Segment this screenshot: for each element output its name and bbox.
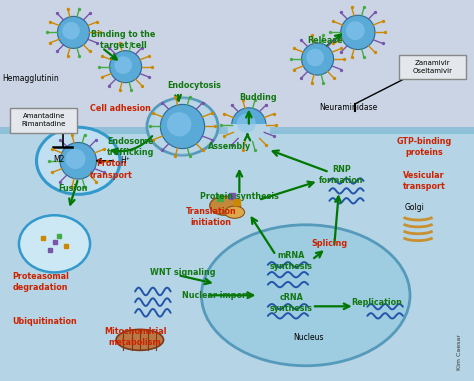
Ellipse shape	[201, 225, 410, 366]
Text: Binding to the
target cell: Binding to the target cell	[91, 30, 155, 50]
Bar	[0, 0, 474, 131]
Text: Ubiquitination: Ubiquitination	[13, 317, 77, 327]
Ellipse shape	[116, 329, 164, 351]
Ellipse shape	[160, 104, 205, 149]
Ellipse shape	[346, 21, 365, 40]
Text: Cell adhesion: Cell adhesion	[91, 104, 151, 113]
Text: Amantadine
Rimantadine: Amantadine Rimantadine	[22, 114, 66, 127]
Circle shape	[36, 127, 120, 194]
Ellipse shape	[105, 46, 146, 88]
Text: WNT signaling: WNT signaling	[150, 268, 215, 277]
Ellipse shape	[336, 10, 380, 54]
Ellipse shape	[154, 98, 211, 155]
Text: cRNA
synthesis: cRNA synthesis	[270, 293, 313, 313]
Ellipse shape	[114, 56, 132, 74]
Text: Vesicular
transport: Vesicular transport	[403, 171, 446, 191]
Ellipse shape	[237, 114, 255, 133]
Text: RNP
formation: RNP formation	[319, 165, 364, 185]
Text: Endocytosis: Endocytosis	[167, 81, 221, 90]
Ellipse shape	[53, 11, 94, 53]
Bar	[228, 124, 270, 147]
Text: M2: M2	[54, 155, 65, 164]
Text: Budding: Budding	[239, 93, 277, 102]
FancyBboxPatch shape	[399, 55, 466, 79]
Text: Assembly: Assembly	[208, 142, 252, 151]
Text: H⁺: H⁺	[121, 156, 130, 165]
Text: GTP-binding
proteins: GTP-binding proteins	[397, 137, 452, 157]
Text: Nucleus: Nucleus	[293, 333, 323, 342]
Ellipse shape	[62, 22, 80, 40]
Text: Proteasomal
degradation: Proteasomal degradation	[12, 272, 69, 292]
Text: Fusion: Fusion	[59, 184, 88, 193]
Text: Hemagglutinin: Hemagglutinin	[2, 74, 59, 83]
Text: Kim Caesar: Kim Caesar	[457, 334, 462, 370]
Ellipse shape	[306, 49, 324, 66]
Text: Protein synthesis: Protein synthesis	[200, 192, 279, 201]
Text: Zanamivir
Oseltamivir: Zanamivir Oseltamivir	[412, 60, 453, 74]
Bar	[0, 131, 474, 381]
Text: Nuclear import: Nuclear import	[182, 291, 249, 300]
Text: Translation
initiation: Translation initiation	[185, 207, 237, 227]
Bar	[0, 127, 474, 134]
Ellipse shape	[65, 149, 85, 169]
FancyBboxPatch shape	[10, 108, 77, 133]
Ellipse shape	[57, 16, 90, 48]
Ellipse shape	[60, 142, 97, 179]
Text: Mitochondrial
metabolism: Mitochondrial metabolism	[104, 327, 166, 347]
Ellipse shape	[225, 206, 245, 218]
Ellipse shape	[210, 196, 240, 215]
Circle shape	[19, 215, 90, 272]
Text: Neuraminidase: Neuraminidase	[319, 103, 377, 112]
Ellipse shape	[297, 38, 338, 80]
Circle shape	[147, 98, 218, 155]
Text: mRNA
synthesis: mRNA synthesis	[270, 251, 313, 271]
Ellipse shape	[109, 51, 142, 83]
Ellipse shape	[341, 15, 375, 50]
Text: Golgi: Golgi	[405, 203, 425, 212]
Ellipse shape	[167, 112, 191, 136]
Ellipse shape	[301, 43, 334, 75]
Text: Replication: Replication	[351, 298, 402, 307]
Text: Release: Release	[307, 35, 343, 45]
Text: Endosome
trafficking: Endosome trafficking	[107, 137, 154, 157]
Ellipse shape	[232, 108, 266, 142]
Ellipse shape	[227, 102, 271, 147]
Ellipse shape	[55, 137, 102, 184]
Text: Splicing: Splicing	[311, 239, 347, 248]
Text: Proton
transport: Proton transport	[90, 160, 133, 179]
